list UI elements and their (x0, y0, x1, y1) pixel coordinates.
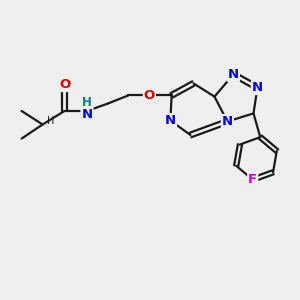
Text: H: H (82, 97, 92, 110)
Text: N: N (252, 81, 263, 94)
Text: N: N (228, 68, 239, 81)
Text: N: N (81, 107, 93, 121)
Text: N: N (222, 115, 233, 128)
Text: F: F (248, 173, 257, 186)
Text: O: O (144, 89, 155, 102)
Text: H: H (47, 116, 55, 126)
Text: N: N (165, 114, 176, 127)
Text: O: O (59, 78, 70, 91)
